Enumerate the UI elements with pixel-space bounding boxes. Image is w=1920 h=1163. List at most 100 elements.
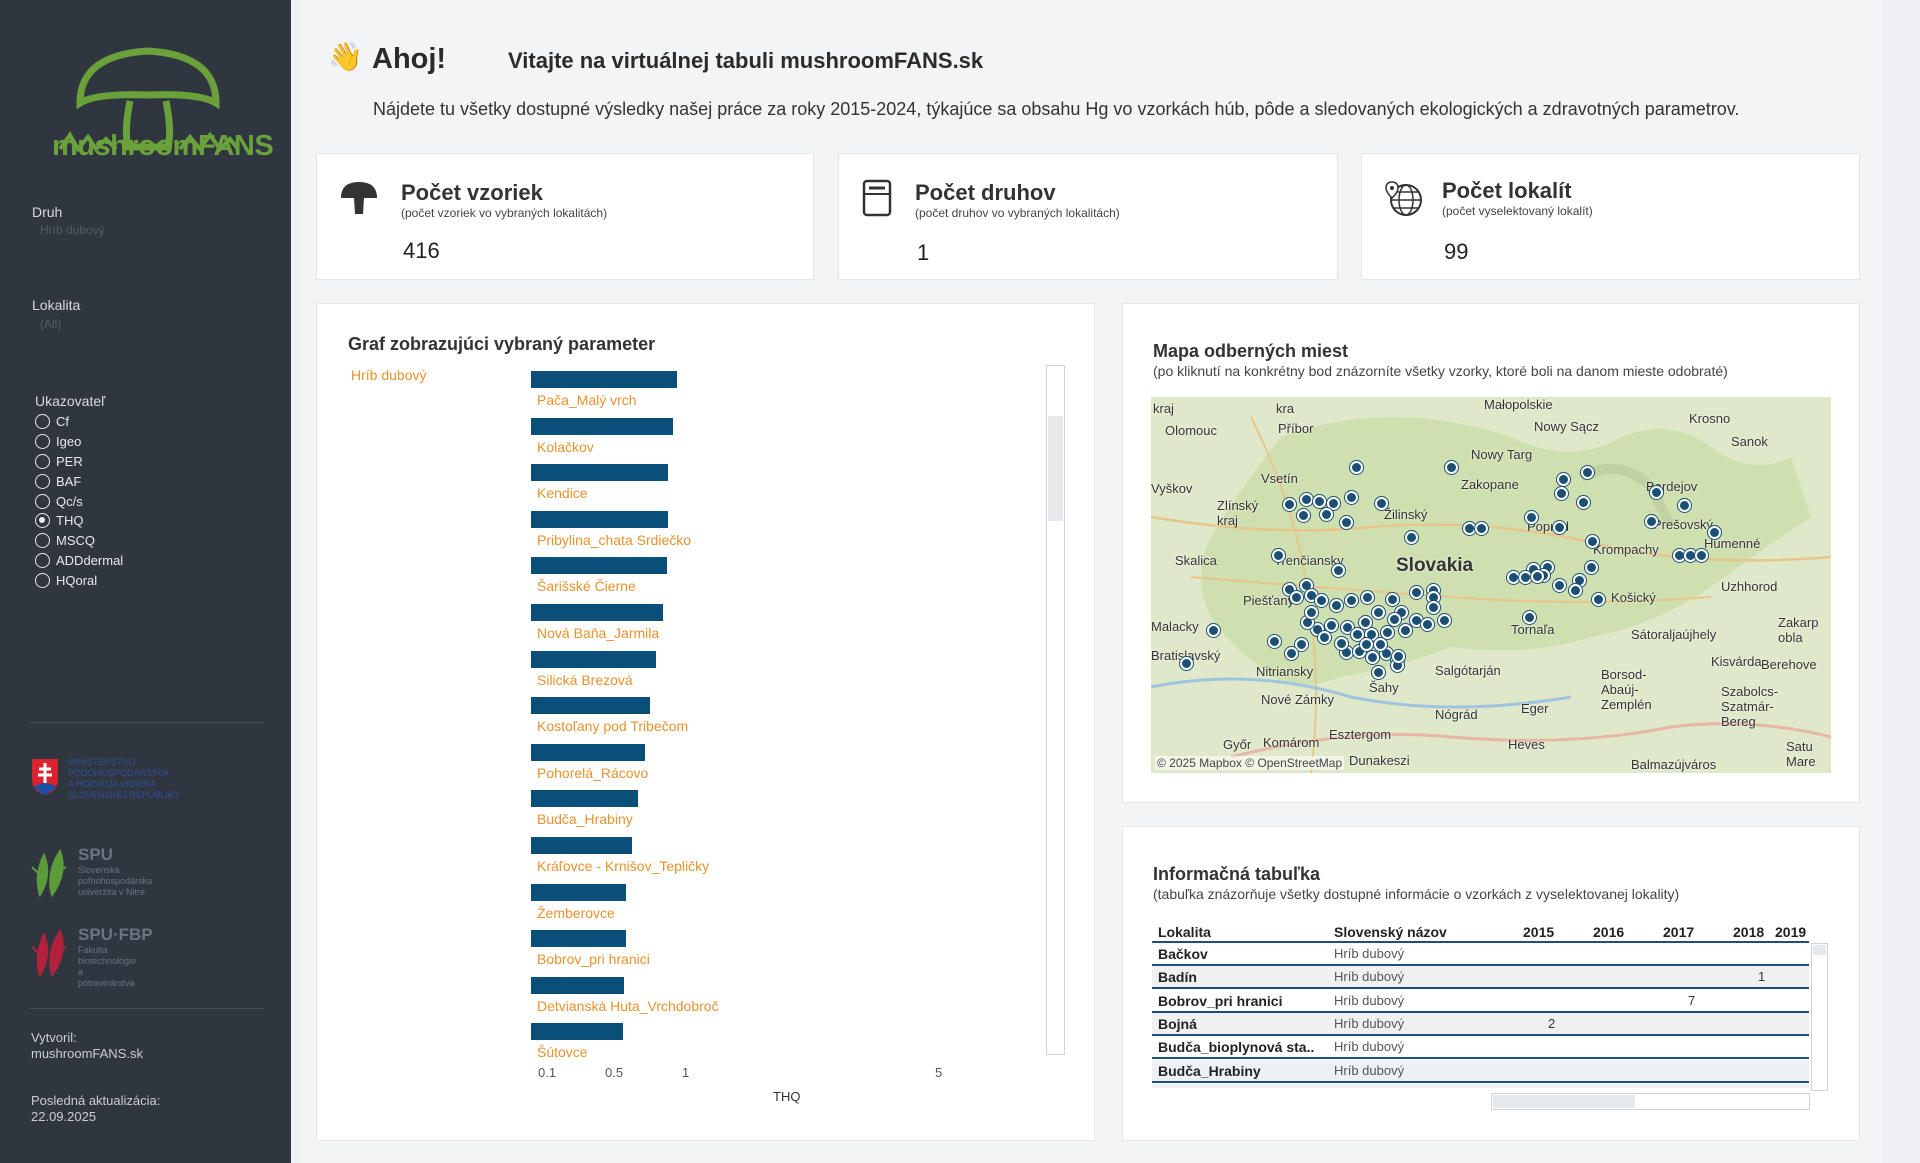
chart-bar[interactable] [531, 604, 663, 621]
map-sample-marker[interactable] [1553, 521, 1566, 534]
map-sample-marker[interactable] [1300, 493, 1313, 506]
chart-bar[interactable] [531, 976, 625, 994]
map-sample-marker[interactable] [1180, 657, 1193, 670]
map-sample-marker[interactable] [1295, 638, 1308, 651]
map-sample-marker[interactable] [1335, 637, 1348, 650]
radio-button[interactable] [35, 434, 50, 450]
radio-button[interactable] [35, 513, 50, 529]
scroll-thumb[interactable] [1813, 945, 1826, 955]
map-sample-marker[interactable] [1531, 570, 1544, 583]
map-sample-marker[interactable] [1285, 647, 1298, 660]
map-sample-marker[interactable] [1345, 594, 1358, 607]
chart-bar[interactable] [531, 790, 638, 808]
map-sample-marker[interactable] [1388, 613, 1401, 626]
map-sample-marker[interactable] [1283, 498, 1296, 511]
column-header-name[interactable]: Slovenský názov [1334, 924, 1447, 940]
table-row[interactable]: Bojná Hríb dubový 2 [1152, 1012, 1809, 1036]
filter-druh-value[interactable]: Hríb dubový [40, 223, 105, 237]
radio-button[interactable] [35, 493, 50, 509]
radio-button[interactable] [35, 552, 50, 568]
map-sample-marker[interactable] [1207, 624, 1220, 637]
column-header-2017[interactable]: 2017 [1663, 924, 1695, 940]
chart-bar[interactable] [531, 650, 656, 668]
map-sample-marker[interactable] [1375, 497, 1388, 510]
map-sample-marker[interactable] [1553, 579, 1566, 592]
map-sample-marker[interactable] [1695, 549, 1708, 562]
map-sample-marker[interactable] [1523, 611, 1536, 624]
map-sample-marker[interactable] [1341, 621, 1354, 634]
radio-button[interactable] [35, 572, 50, 588]
indicator-option[interactable]: Cf [35, 412, 123, 432]
map-sample-marker[interactable] [1372, 606, 1385, 619]
radio-button[interactable] [35, 414, 50, 430]
sampling-map[interactable]: kraj kra Małopolskie Olomouc Příbor Nowy Sącz… [1151, 397, 1831, 773]
map-sample-marker[interactable] [1438, 614, 1451, 627]
indicator-option[interactable]: BAF [35, 471, 123, 491]
map-sample-marker[interactable] [1290, 591, 1303, 604]
map-sample-marker[interactable] [1427, 601, 1440, 614]
map-sample-marker[interactable] [1421, 618, 1434, 631]
map-attribution[interactable]: © 2025 Mapbox © OpenStreetMap [1155, 756, 1345, 770]
map-sample-marker[interactable] [1555, 487, 1568, 500]
map-sample-marker[interactable] [1297, 509, 1310, 522]
map-sample-marker[interactable] [1586, 535, 1599, 548]
table-row[interactable]: Bačkov Hríb dubový [1152, 943, 1809, 966]
map-sample-marker[interactable] [1557, 473, 1570, 486]
map-sample-marker[interactable] [1678, 499, 1691, 512]
scroll-thumb[interactable] [1048, 416, 1063, 521]
indicator-option[interactable]: MSCQ [35, 531, 123, 551]
map-sample-marker[interactable] [1305, 606, 1318, 619]
map-sample-marker[interactable] [1325, 619, 1338, 632]
chart-bar[interactable] [531, 883, 626, 901]
map-sample-marker[interactable] [1445, 461, 1458, 474]
map-sample-marker[interactable] [1708, 526, 1721, 539]
map-sample-marker[interactable] [1592, 593, 1605, 606]
map-sample-marker[interactable] [1650, 486, 1663, 499]
chart-bar[interactable] [531, 557, 667, 575]
map-sample-marker[interactable] [1392, 650, 1405, 663]
map-sample-marker[interactable] [1313, 495, 1326, 508]
map-sample-marker[interactable] [1372, 666, 1385, 679]
indicator-option[interactable]: ADDdermal [35, 551, 123, 571]
map-sample-marker[interactable] [1519, 571, 1532, 584]
column-header-2015[interactable]: 2015 [1523, 924, 1555, 940]
radio-button[interactable] [35, 473, 50, 489]
table-row[interactable]: Bobrov_pri hranici Hríb dubový 7 [1152, 990, 1809, 1013]
indicator-option[interactable]: HQoral [35, 570, 123, 590]
chart-bar[interactable] [531, 371, 677, 388]
table-hscrollbar[interactable] [1491, 1093, 1810, 1110]
map-sample-marker[interactable] [1361, 591, 1374, 604]
map-sample-marker[interactable] [1374, 638, 1387, 651]
table-row[interactable]: Budča_bioplynová sta.. Hríb dubový [1152, 1036, 1809, 1060]
map-sample-marker[interactable] [1386, 593, 1399, 606]
map-sample-marker[interactable] [1340, 516, 1353, 529]
chart-bar[interactable] [531, 510, 668, 528]
table-row[interactable]: Badín Hríb dubový 1 [1152, 966, 1809, 990]
map-sample-marker[interactable] [1645, 515, 1658, 528]
map-sample-marker[interactable] [1351, 628, 1364, 641]
map-sample-marker[interactable] [1315, 594, 1328, 607]
indicator-option[interactable]: Qc/s [35, 491, 123, 511]
map-sample-marker[interactable] [1360, 638, 1373, 651]
table-row[interactable]: Budča_Hrabiny Hríb dubový [1152, 1059, 1809, 1083]
map-sample-marker[interactable] [1577, 496, 1590, 509]
column-header-2016[interactable]: 2016 [1593, 924, 1625, 940]
chart-bar[interactable] [531, 743, 645, 761]
map-sample-marker[interactable] [1399, 624, 1412, 637]
indicator-option[interactable]: Igeo [35, 432, 123, 452]
chart-scrollbar[interactable] [1046, 365, 1065, 1055]
map-sample-marker[interactable] [1569, 584, 1582, 597]
map-sample-marker[interactable] [1525, 511, 1538, 524]
radio-button[interactable] [35, 533, 50, 549]
indicator-option[interactable]: THQ [35, 511, 123, 531]
map-sample-marker[interactable] [1405, 531, 1418, 544]
filter-lokalita-value[interactable]: (All) [40, 317, 62, 331]
map-sample-marker[interactable] [1327, 497, 1340, 510]
chart-bar[interactable] [531, 1023, 623, 1041]
map-sample-marker[interactable] [1359, 616, 1372, 629]
indicator-option[interactable]: PER [35, 452, 123, 472]
map-sample-marker[interactable] [1585, 561, 1598, 574]
map-sample-marker[interactable] [1272, 549, 1285, 562]
table-vscrollbar[interactable] [1811, 943, 1828, 1091]
map-sample-marker[interactable] [1268, 635, 1281, 648]
